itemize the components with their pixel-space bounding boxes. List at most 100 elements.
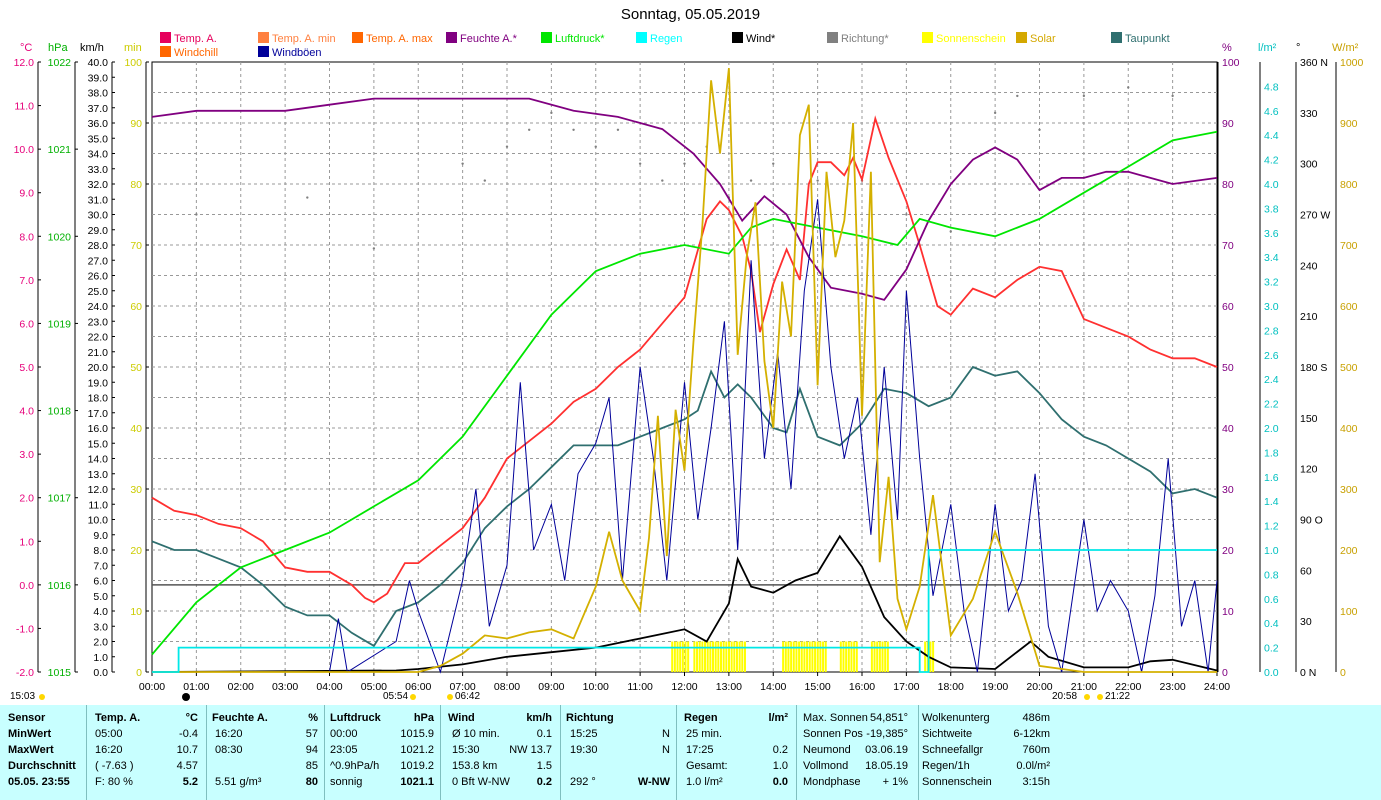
row-label: Durchschnitt [8, 760, 76, 772]
legend-item: Feuchte A.* [446, 32, 517, 45]
x-tick-label: 06:00 [405, 681, 431, 693]
rain-tick-label: 0.4 [1264, 618, 1279, 630]
legend-item: Solar [1016, 32, 1056, 45]
solar-tick-label: 1000 [1340, 57, 1364, 69]
legend-label: Taupunkt [1125, 33, 1170, 45]
legend-label: Windböen [272, 47, 322, 59]
wind-tick-label: 2.0 [93, 637, 108, 649]
legend-item: Taupunkt [1111, 32, 1170, 45]
temp-tick-label: 11.0 [14, 101, 34, 113]
sun-info-label: Mondphase [803, 776, 861, 788]
rain-tick-label: 3.2 [1264, 277, 1279, 289]
wind-tick-label: 16.0 [88, 423, 109, 435]
rain-time: 1.0 l/m² [686, 776, 723, 788]
sunshine-bar [741, 641, 744, 672]
hum-tick-label: 10 [1222, 606, 1234, 618]
min-tick-label: 30 [130, 484, 142, 496]
rain-tick-label: 1.8 [1264, 447, 1279, 459]
sunshine-bar [784, 641, 787, 672]
wind-tick-label: 14.0 [88, 454, 109, 466]
direction-value: N [662, 728, 670, 740]
direction-value: W-NW [637, 776, 670, 788]
wind-direction-dot [572, 128, 575, 131]
hum-tick-label: 30 [1222, 484, 1234, 496]
wind-direction-dot [1127, 86, 1130, 89]
x-tick-label: 01:00 [183, 681, 209, 693]
solar-tick-label: 900 [1340, 118, 1358, 130]
header-humidity-unit: % [308, 712, 318, 724]
dir-tick-label: 30 [1300, 616, 1312, 628]
header-wind: Wind [448, 712, 475, 724]
x-tick-label: 05:00 [361, 681, 387, 693]
legend-label: Wind* [746, 33, 776, 45]
min-tick-label: 20 [130, 545, 142, 557]
x-tick-label: 20:00 [1026, 681, 1052, 693]
misc-info-value: 3:15h [1022, 776, 1050, 788]
x-tick-label: 00:00 [139, 681, 165, 693]
wind-direction-dot [550, 111, 553, 115]
x-tick-label: 23:00 [1159, 681, 1185, 693]
sunshine-bar [706, 641, 709, 672]
sun-info-value: 18.05.19 [865, 760, 908, 772]
legend-item: Windböen [258, 46, 322, 59]
sun-icon [39, 694, 45, 700]
row-label: 05.05. 23:55 [8, 776, 70, 788]
wind-direction-dot [372, 247, 376, 250]
sunset-icon [1097, 694, 1103, 700]
rain-time: Gesamt: [686, 760, 728, 772]
wind-value: 1.5 [536, 760, 552, 772]
sunshine-bar [839, 641, 842, 672]
sunshine-bar [727, 641, 730, 672]
x-tick-label: 08:00 [494, 681, 520, 693]
rain-tick-label: 4.2 [1264, 155, 1279, 167]
header-wind-unit: km/h [526, 712, 552, 724]
sunshine-bar [814, 641, 817, 672]
dir-tick-label: 330 [1300, 108, 1318, 120]
wind-direction-dot [661, 179, 664, 182]
x-tick-label: 14:00 [760, 681, 786, 693]
header-direction: Richtung [566, 712, 614, 724]
x-tick-label: 02:00 [228, 681, 254, 693]
header-pressure-unit: hPa [413, 712, 434, 724]
wind-tick-label: 23.0 [88, 316, 109, 328]
wind-tick-label: 32.0 [88, 179, 109, 191]
wind-tick-label: 3.0 [93, 621, 108, 633]
wind-tick-label: 17.0 [88, 408, 109, 420]
solar-tick-label: 400 [1340, 423, 1358, 435]
wind-direction-dot [816, 179, 819, 182]
min-tick-label: 90 [130, 118, 142, 130]
wind-direction-dot [1016, 94, 1019, 98]
sunshine-bar [795, 641, 798, 672]
row-label: MaxWert [8, 744, 54, 756]
rain-tick-label: 2.6 [1264, 350, 1279, 362]
sunshine-bar [842, 641, 845, 672]
temp-tick-label: 4.0 [19, 406, 34, 418]
wind-tick-label: 7.0 [93, 560, 108, 572]
rain-tick-label: 3.8 [1264, 203, 1279, 215]
wind-tick-label: 1.0 [93, 652, 108, 664]
min-tick-label: 100 [124, 57, 142, 69]
sunset-time-2: 21:22 [1105, 691, 1131, 702]
wind-value: NW 13.7 [509, 744, 552, 756]
sun-info-label: Max. Sonnen [803, 712, 868, 724]
sunrise-icon [447, 694, 453, 700]
sunshine-bar [714, 641, 717, 672]
x-tick-label: 12:00 [671, 681, 697, 693]
misc-info-label: Sichtweite [922, 728, 973, 740]
sunset-time: 20:58 [1052, 691, 1078, 702]
x-tick-label: 18:00 [938, 681, 964, 693]
sunshine-bar [725, 641, 728, 672]
hum-tick-label: 20 [1222, 545, 1234, 557]
press-tick-label: 1015 [48, 667, 72, 679]
sunshine-bar [847, 641, 850, 672]
wind-tick-label: 11.0 [88, 499, 108, 511]
hum-tick-label: 60 [1222, 301, 1234, 313]
hum-tick-label: 70 [1222, 240, 1234, 252]
series-line-temp-a [151, 115, 1218, 604]
sunrise-time: 05:54 [383, 691, 409, 702]
dir-tick-label: 300 [1300, 159, 1318, 171]
pressure-value: 1015.9 [400, 728, 434, 740]
wind-time: 0 Bft W-NW [452, 776, 510, 788]
misc-info-label: Regen/1h [922, 760, 970, 772]
wind-direction-dot [1171, 94, 1174, 98]
